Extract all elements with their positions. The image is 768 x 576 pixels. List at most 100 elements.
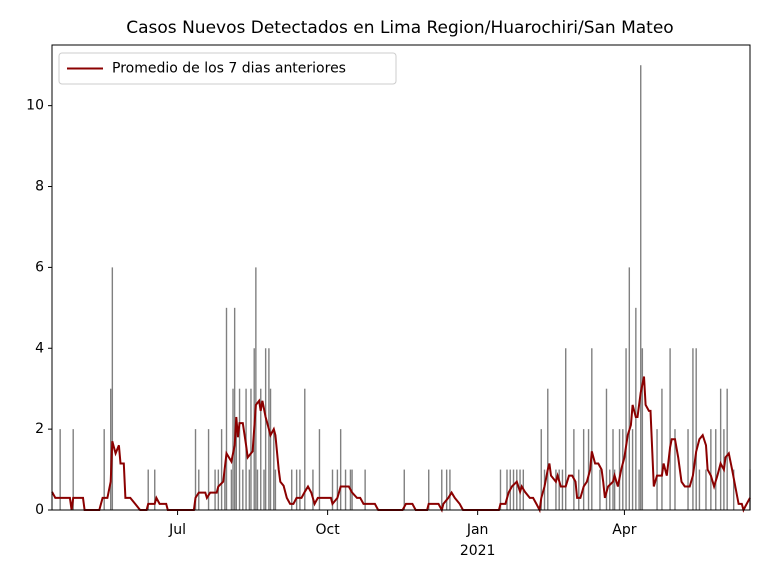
y-tick-label: 6 [35, 259, 44, 275]
bar [111, 267, 114, 510]
bar [110, 388, 112, 510]
bar [255, 267, 257, 510]
plot-frame [51, 44, 751, 511]
bar [351, 469, 353, 510]
bar [264, 348, 267, 510]
y-tick-label: 8 [35, 179, 44, 195]
bar [558, 469, 560, 510]
bar [612, 429, 614, 510]
y-tick-label: 0 [35, 502, 44, 518]
bar [582, 429, 585, 510]
bar [635, 307, 637, 510]
bar [710, 429, 712, 510]
bar [613, 469, 616, 510]
bar [154, 469, 156, 510]
bar [625, 348, 627, 510]
x-tick-label: Oct [316, 522, 341, 538]
chart-title: Casos Nuevos Detectados en Lima Region/H… [126, 18, 673, 38]
bar [698, 469, 701, 510]
bar [224, 469, 226, 510]
bar [565, 348, 567, 510]
bar [344, 469, 347, 510]
bar [499, 469, 502, 510]
bar [719, 388, 722, 510]
bar [428, 469, 430, 510]
bar [506, 469, 508, 510]
bar [512, 469, 515, 510]
bar [599, 469, 601, 510]
bar [618, 429, 621, 510]
bar [445, 469, 448, 510]
bar [274, 469, 277, 510]
bar [705, 469, 707, 510]
bar [591, 348, 593, 510]
bar [641, 348, 644, 510]
bar [364, 469, 366, 510]
y-tick-label: 2 [35, 421, 44, 437]
bar [331, 469, 334, 510]
x-tick-label: Jul [168, 522, 186, 538]
x-tick-label: Jan [466, 522, 489, 538]
bar [669, 348, 671, 510]
bar [59, 429, 61, 510]
bar [103, 429, 105, 510]
bar [72, 429, 74, 510]
bar [233, 307, 236, 510]
bar [628, 267, 631, 510]
bar [214, 469, 216, 510]
bar [656, 429, 658, 510]
bar [516, 469, 518, 510]
bar [263, 469, 265, 510]
bar [540, 429, 542, 510]
bar [230, 469, 233, 510]
bar [318, 429, 321, 510]
bar [273, 429, 275, 510]
bar [194, 429, 197, 510]
y-tick-label: 10 [26, 98, 44, 114]
bar [674, 429, 676, 510]
bar [573, 429, 575, 510]
bar [578, 469, 580, 510]
bar [207, 429, 210, 510]
bar [250, 388, 252, 510]
bar [695, 348, 697, 510]
bar [561, 469, 564, 510]
bar [242, 469, 244, 510]
bar [403, 469, 405, 510]
bar [220, 429, 223, 510]
x-tick-label: Apr [612, 522, 636, 538]
y-tick-label: 4 [35, 340, 44, 356]
average-line [51, 376, 751, 514]
bar [295, 469, 298, 510]
bar [198, 469, 200, 510]
bar [256, 469, 259, 510]
bar [269, 388, 272, 510]
bar [640, 65, 642, 510]
bar [547, 388, 549, 510]
bar [732, 469, 735, 510]
bar [312, 469, 314, 510]
bar [631, 429, 634, 510]
bar [692, 348, 694, 510]
bar [661, 388, 663, 510]
bar [449, 469, 451, 510]
bar [248, 469, 251, 510]
bar [605, 388, 608, 510]
x-year-label: 2021 [460, 543, 496, 559]
bar [687, 429, 689, 510]
bar [339, 429, 342, 510]
bar [336, 469, 339, 510]
bar [715, 429, 717, 510]
bar [441, 469, 443, 510]
bar [260, 388, 262, 510]
bar [225, 307, 228, 510]
bar [726, 388, 728, 510]
bar [238, 388, 241, 510]
bar [587, 429, 590, 510]
bar [609, 469, 611, 510]
bar [299, 469, 301, 510]
bar [638, 469, 640, 510]
bar [291, 469, 293, 510]
bar [147, 469, 149, 510]
